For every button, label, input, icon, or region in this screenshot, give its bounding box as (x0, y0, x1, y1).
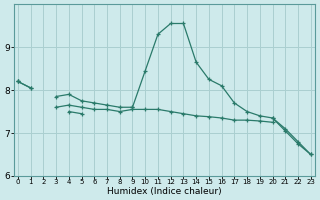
X-axis label: Humidex (Indice chaleur): Humidex (Indice chaleur) (107, 187, 222, 196)
